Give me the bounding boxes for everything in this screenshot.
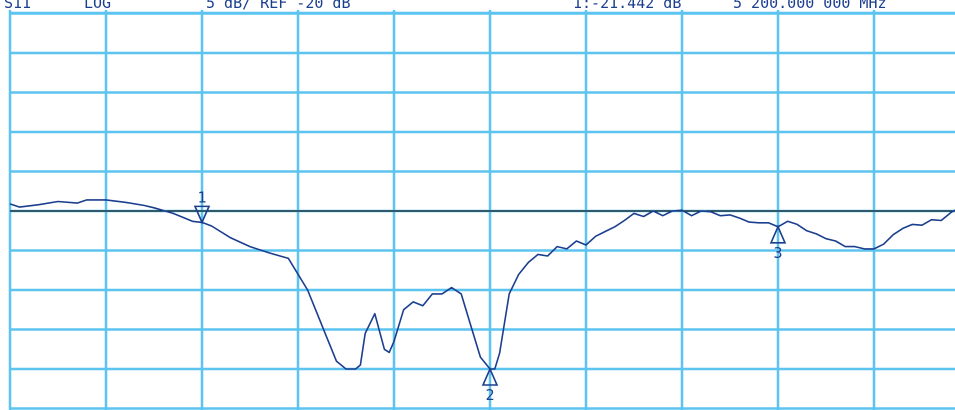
graticule xyxy=(10,10,955,410)
marker-label: 3 xyxy=(773,244,782,262)
marker-label: 2 xyxy=(485,386,494,404)
marker-frequency: 5 200.000 000 MHz xyxy=(733,0,887,12)
channel-label: S11 xyxy=(4,0,31,12)
marker-readout: 1:-21.442 dB xyxy=(573,0,681,12)
status-header: S11 LOG 5 dB/ REF -20 dB 1:-21.442 dB 5 … xyxy=(4,0,887,12)
s11-trace xyxy=(10,200,955,369)
scale-reference-label: 5 dB/ REF -20 dB xyxy=(206,0,351,12)
marker-label: 1 xyxy=(197,188,206,206)
